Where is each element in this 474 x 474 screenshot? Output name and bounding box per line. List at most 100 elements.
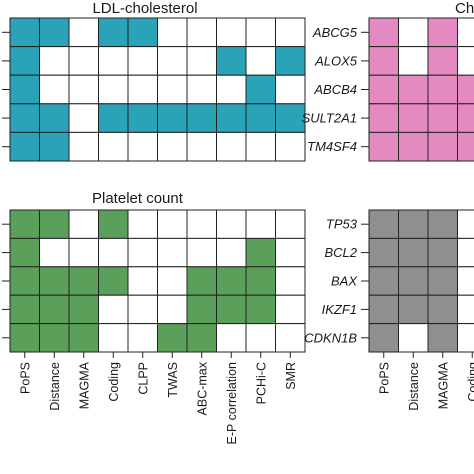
- heatmap-cell: [9, 266, 40, 296]
- heatmap-cell: [157, 237, 188, 268]
- heatmap-cell: [457, 46, 474, 76]
- heatmap-cell: [98, 294, 129, 325]
- heatmap-cell: [186, 74, 217, 105]
- heatmap-cell: [368, 103, 399, 133]
- heatmap-cell: [368, 74, 399, 105]
- heatmap-cell: [157, 131, 188, 162]
- heatmap-cell: [9, 294, 40, 325]
- row-label: ABCB4: [313, 82, 357, 97]
- heatmap-cell: [245, 294, 276, 325]
- heatmap-cell: [39, 294, 70, 325]
- heatmap-cell: [127, 17, 158, 48]
- heatmap-cell: [68, 46, 99, 76]
- heatmap-cell: [216, 46, 247, 76]
- heatmap-cell: [39, 17, 70, 48]
- heatmap-cell: [398, 266, 429, 296]
- heatmap-cell: [186, 103, 217, 133]
- heatmap-cell: [98, 237, 129, 268]
- heatmap-cell: [427, 17, 458, 48]
- heatmap-cell: [39, 74, 70, 105]
- heatmap-cell: [245, 237, 276, 268]
- heatmap-cell: [427, 266, 458, 296]
- heatmap-cell: [9, 74, 40, 105]
- heatmap-cell: [245, 323, 276, 353]
- heatmap-cell: [245, 131, 276, 162]
- row-label: TM4SF4: [307, 139, 357, 154]
- heatmap-cell: [457, 237, 474, 268]
- heatmap-cell: [275, 266, 306, 296]
- column-label: MAGMA: [436, 361, 450, 409]
- heatmap-cell: [98, 17, 129, 48]
- heatmap-cell: [275, 103, 306, 133]
- heatmap-cell: [275, 17, 306, 48]
- heatmap-cell: [157, 209, 188, 239]
- column-label: PoPS: [18, 362, 32, 394]
- heatmap-cell: [275, 294, 306, 325]
- heatmap-cell: [275, 74, 306, 105]
- heatmap-cell: [398, 131, 429, 162]
- heatmap-cell: [186, 294, 217, 325]
- heatmap-cell: [68, 17, 99, 48]
- panel-title: Platelet count: [92, 190, 184, 207]
- heatmap-cell: [157, 294, 188, 325]
- heatmap-cell: [127, 103, 158, 133]
- heatmap-cell: [127, 294, 158, 325]
- heatmap-cell: [216, 266, 247, 296]
- column-label: PoPS: [377, 362, 391, 394]
- heatmap-cell: [457, 294, 474, 325]
- heatmap-cell: [39, 103, 70, 133]
- column-label: CLPP: [136, 362, 150, 395]
- heatmap-cell: [39, 323, 70, 353]
- heatmap-cell: [9, 237, 40, 268]
- row-label: ABCG5: [312, 25, 358, 40]
- panel-title: LDL-cholesterol: [92, 0, 197, 17]
- heatmap-cell: [186, 131, 217, 162]
- heatmap-panel: LDL-cholesterol: [2, 0, 306, 162]
- heatmap-cell: [39, 209, 70, 239]
- heatmap-cell: [68, 294, 99, 325]
- column-label: ABC-max: [195, 361, 209, 415]
- heatmap-cell: [427, 237, 458, 268]
- heatmap-cell: [39, 46, 70, 76]
- heatmap-cell: [127, 46, 158, 76]
- heatmap-cell: [427, 103, 458, 133]
- heatmap-cell: [398, 237, 429, 268]
- heatmap-cell: [127, 323, 158, 353]
- panel-title: Ch: [455, 0, 474, 17]
- heatmap-cell: [157, 74, 188, 105]
- heatmap-cell: [427, 209, 458, 239]
- heatmap-cell: [9, 17, 40, 48]
- heatmap-cell: [245, 103, 276, 133]
- heatmap-cell: [98, 131, 129, 162]
- heatmap-cell: [157, 323, 188, 353]
- heatmap-cell: [398, 103, 429, 133]
- heatmap-cell: [127, 209, 158, 239]
- heatmap-cell: [68, 209, 99, 239]
- heatmap-cell: [68, 266, 99, 296]
- heatmap-cell: [127, 237, 158, 268]
- heatmap-cell: [9, 323, 40, 353]
- heatmap-cell: [398, 74, 429, 105]
- column-label: Coding: [107, 362, 121, 402]
- heatmap-cell: [127, 266, 158, 296]
- heatmap-cell: [127, 131, 158, 162]
- heatmap-cell: [186, 17, 217, 48]
- heatmap-cell: [186, 209, 217, 239]
- heatmap-cell: [457, 17, 474, 48]
- heatmap-cell: [368, 17, 399, 48]
- heatmap-cell: [457, 74, 474, 105]
- heatmap-cell: [98, 46, 129, 76]
- heatmap-cell: [245, 266, 276, 296]
- heatmap-cell: [216, 323, 247, 353]
- heatmap-cell: [39, 131, 70, 162]
- heatmap-cell: [457, 131, 474, 162]
- heatmap-cell: [368, 131, 399, 162]
- heatmap-cell: [427, 323, 458, 353]
- heatmap-cell: [216, 209, 247, 239]
- heatmap-cell: [127, 74, 158, 105]
- row-label: BCL2: [324, 245, 357, 260]
- heatmap-cell: [216, 131, 247, 162]
- heatmap-panel: Ch ABCG5 ALOX5 ABCB4 SULT2A1 TM4SF4: [302, 0, 474, 162]
- heatmap-cell: [275, 209, 306, 239]
